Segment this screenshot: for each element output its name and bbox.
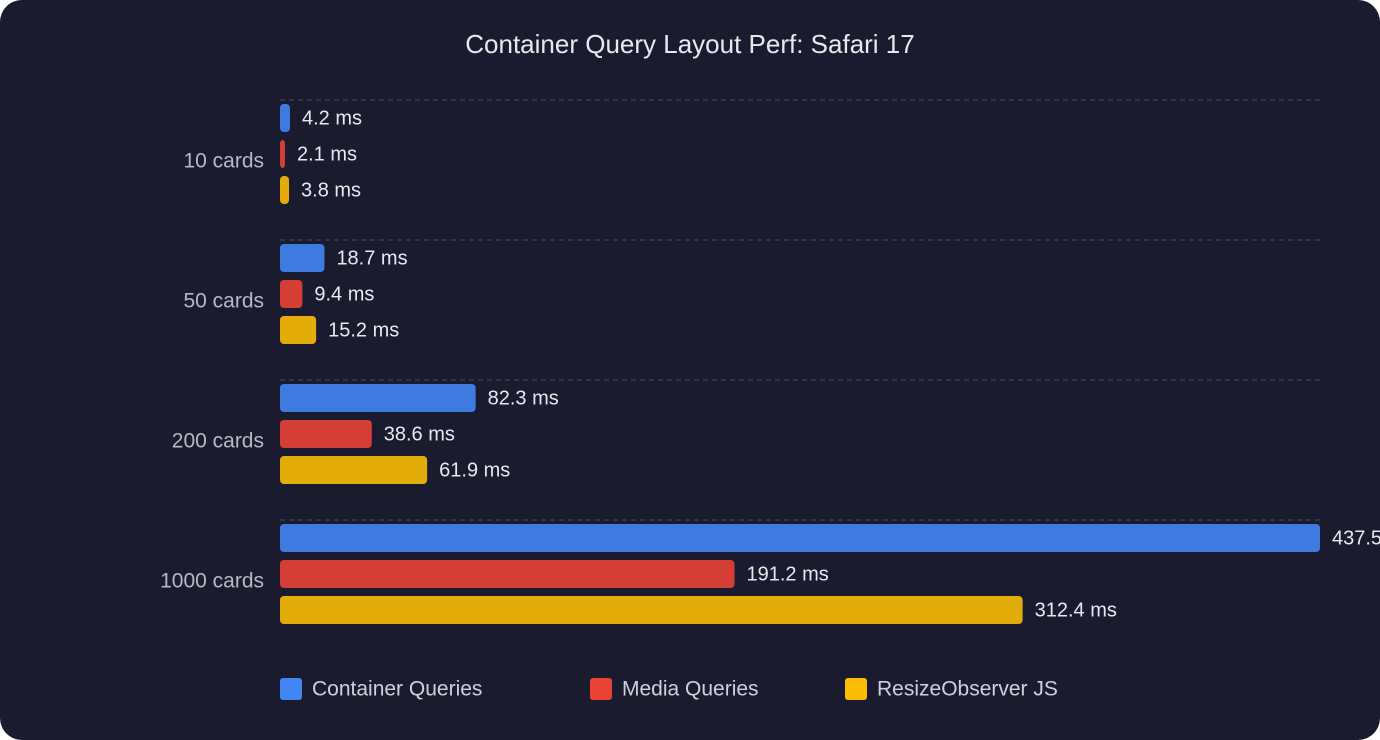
bar	[280, 140, 285, 168]
bar	[280, 176, 290, 204]
value-label: 2.1 ms	[297, 143, 357, 165]
y-tick-label: 10 cards	[183, 150, 264, 173]
bar	[280, 244, 325, 272]
legend-label: ResizeObserver JS	[877, 678, 1058, 701]
bar	[280, 104, 290, 132]
bar	[280, 524, 1320, 552]
value-label: 38.6 ms	[384, 423, 455, 445]
y-tick-label: 50 cards	[183, 290, 264, 313]
bar	[280, 316, 317, 344]
chart-title: Container Query Layout Perf: Safari 17	[465, 29, 914, 59]
bar	[280, 596, 1023, 624]
value-label: 3.8 ms	[301, 179, 361, 201]
y-tick-label: 1000 cards	[160, 570, 264, 593]
bar	[280, 560, 735, 588]
y-tick-label: 200 cards	[172, 430, 264, 453]
bar	[280, 280, 303, 308]
legend-label: Container Queries	[312, 678, 482, 701]
value-label: 191.2 ms	[747, 563, 829, 585]
legend-label: Media Queries	[622, 678, 759, 701]
bar	[280, 456, 428, 484]
value-label: 4.2 ms	[302, 107, 362, 129]
value-label: 18.7 ms	[336, 247, 407, 269]
bar	[280, 420, 372, 448]
legend-swatch	[280, 678, 302, 700]
value-label: 82.3 ms	[488, 387, 559, 409]
value-label: 9.4 ms	[314, 283, 374, 305]
value-label: 312.4 ms	[1035, 599, 1117, 621]
legend-swatch	[590, 678, 612, 700]
value-label: 61.9 ms	[439, 459, 510, 481]
legend-swatch	[845, 678, 867, 700]
bar	[280, 384, 476, 412]
value-label: 437.5 ms	[1332, 527, 1380, 549]
value-label: 15.2 ms	[328, 319, 399, 341]
